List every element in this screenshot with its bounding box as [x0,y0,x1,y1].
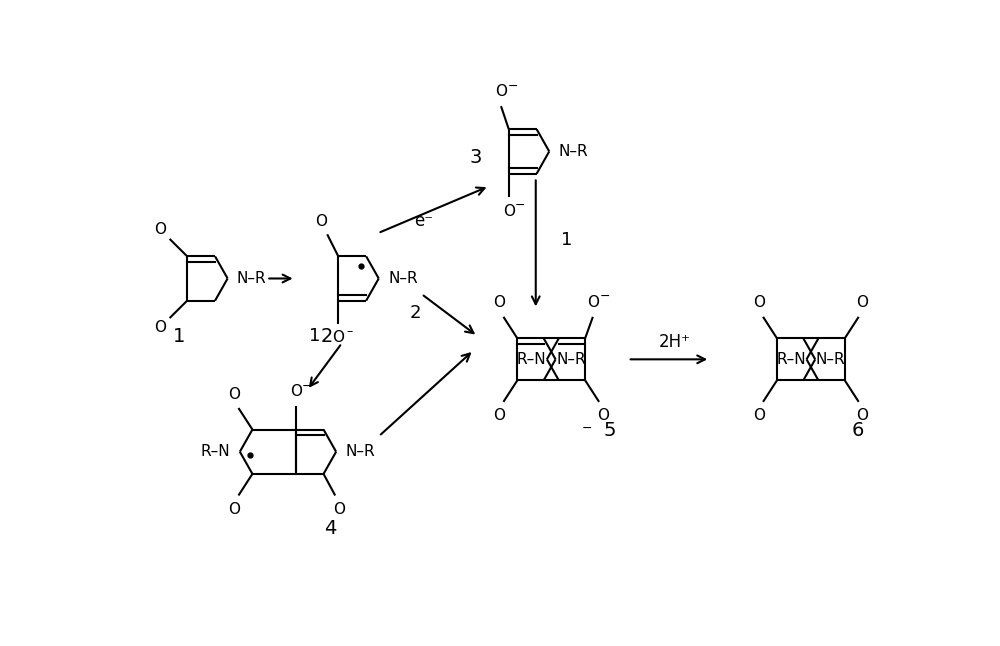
Text: O: O [587,295,599,309]
Text: O: O [154,320,166,335]
Text: O: O [229,502,241,517]
Text: N–R: N–R [388,271,418,286]
Text: N–R: N–R [237,271,267,286]
Text: 2: 2 [320,327,333,346]
Text: R–N: R–N [517,352,546,367]
Text: −: − [600,290,611,304]
Text: –: – [346,325,352,338]
Text: O: O [857,295,869,311]
Text: O: O [290,384,302,399]
Text: O: O [753,295,765,311]
Text: N–R: N–R [559,144,588,159]
Text: O: O [494,295,506,311]
Text: −: − [514,199,525,212]
Text: O: O [494,408,506,423]
Text: O: O [229,387,241,402]
Text: 1: 1 [561,231,572,249]
Text: O: O [503,204,515,219]
Text: O: O [857,408,869,423]
Text: −: − [582,422,593,435]
Text: 5: 5 [603,421,616,440]
Text: 1: 1 [173,327,185,346]
Text: 6: 6 [851,421,864,440]
Text: 2H⁺: 2H⁺ [659,333,691,351]
Text: N–R: N–R [345,444,375,459]
Text: 4: 4 [324,519,337,538]
Text: O: O [333,502,345,517]
Text: 3: 3 [470,148,482,167]
Text: −: − [508,79,519,92]
Text: O: O [753,408,765,423]
Text: O: O [315,214,327,229]
Text: O: O [597,408,609,423]
Text: O: O [154,222,166,236]
Text: 1: 1 [309,328,321,345]
Text: N–R: N–R [556,352,586,367]
Text: N–R: N–R [816,352,845,367]
Text: O: O [332,330,344,345]
Text: R–N: R–N [201,444,231,459]
Text: 2: 2 [410,304,421,322]
Text: −: − [301,380,312,393]
Text: e⁻: e⁻ [414,212,433,230]
Text: R–N: R–N [776,352,806,367]
Text: O: O [495,84,507,99]
